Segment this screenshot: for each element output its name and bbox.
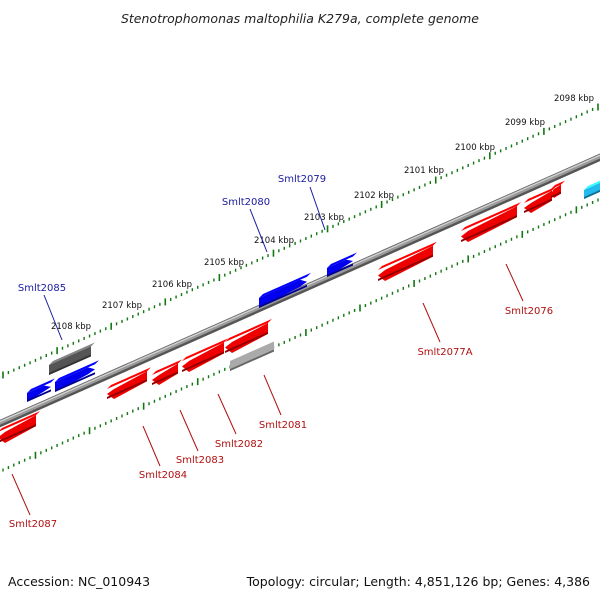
gene-smlt2079[interactable] [327,252,357,277]
gene-smlt2081b[interactable] [225,318,272,353]
gene-label-smlt2079[interactable]: Smlt2079 [278,174,326,185]
topology-label: Topology: circular; Length: 4,851,126 bp… [246,574,590,589]
gene-label-smlt2082[interactable]: Smlt2082 [215,439,263,450]
gene-label-smlt2087[interactable]: Smlt2087 [9,519,57,530]
scale-ticks [2,103,599,472]
gene-smlt2083[interactable] [152,359,182,385]
gene-smlt2076b[interactable] [524,186,556,213]
map-title: Stenotrophomonas maltophilia K279a, comp… [121,11,479,26]
kbp-label: 2102 kbp [354,191,394,201]
gene-smlt2085a[interactable] [55,360,99,392]
gene-label-smlt2081[interactable]: Smlt2081 [259,420,307,431]
gene-smlt2085[interactable] [49,342,95,375]
gene-label-smlt2083[interactable]: Smlt2083 [176,455,224,466]
accession-label: Accession: NC_010943 [8,574,150,589]
kbp-label: 2104 kbp [254,236,294,246]
kbp-label: 2101 kbp [404,166,444,176]
gene-smlt2082[interactable] [182,338,228,372]
gene-smlt2086[interactable] [27,378,55,402]
kbp-labels: 2098 kbp 2099 kbp 2100 kbp 2101 kbp 2102… [51,94,594,332]
kbp-label: 2099 kbp [505,118,545,128]
gene-label-smlt2084[interactable]: Smlt2084 [139,470,187,481]
label-leaders [11,186,524,516]
gene-labels: Smlt2079 Smlt2080 Smlt2085 Smlt2076 Smlt… [9,174,553,530]
gene-label-smlt2080[interactable]: Smlt2080 [222,197,270,208]
gene-smlt2087[interactable] [0,411,40,443]
gene-features [0,177,600,443]
gene-smlt2080[interactable] [259,272,311,308]
kbp-label: 2098 kbp [554,94,594,104]
gene-smlt2076[interactable] [461,202,521,242]
gene-label-smlt2077a[interactable]: Smlt2077A [417,347,472,358]
gene-smlt2077a[interactable] [378,241,437,281]
gene-label-smlt2076[interactable]: Smlt2076 [505,306,553,317]
gene-smlt2076c[interactable] [551,180,565,198]
kbp-label: 2100 kbp [455,143,495,153]
gene-rna[interactable] [584,177,600,199]
kbp-label: 2106 kbp [152,280,192,290]
kbp-label: 2105 kbp [204,258,244,268]
kbp-label: 2107 kbp [102,301,142,311]
kbp-label: 2103 kbp [304,213,344,223]
gene-smlt2081[interactable] [230,337,278,371]
gene-label-smlt2085[interactable]: Smlt2085 [18,283,66,294]
gene-smlt2084[interactable] [107,367,151,399]
kbp-label: 2108 kbp [51,322,91,332]
